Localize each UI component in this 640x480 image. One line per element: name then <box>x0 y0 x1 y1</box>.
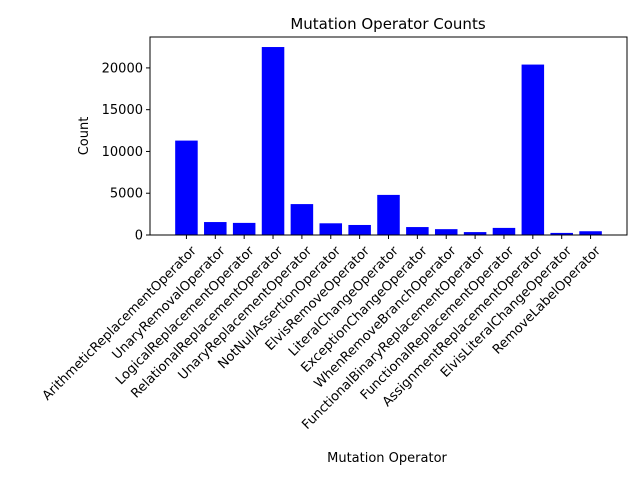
chart-title: Mutation Operator Counts <box>290 15 485 33</box>
bars-layer <box>175 47 602 235</box>
bar-ArithmeticReplacementOperator <box>175 140 198 235</box>
bar-LiteralChangeOperator <box>377 194 400 235</box>
bar-UnaryReplacementOperator <box>290 204 314 235</box>
bar-FunctionalReplacementOperator <box>492 227 516 235</box>
y-tick-label: 10000 <box>102 145 143 160</box>
bar-RemoveLabelOperator <box>579 231 602 235</box>
bar-AssignmentReplacementOperator <box>521 64 545 235</box>
bar-ElvisLiteralChangeOperator <box>550 232 573 235</box>
bar-UnaryRemovalOperator <box>204 222 227 235</box>
y-axis-ticks: 0 5000 10000 15000 20000 <box>102 61 150 244</box>
bar-LogicalReplacementOperator <box>232 222 256 235</box>
bar-RelationalReplacementOperator <box>261 47 285 235</box>
bar-ElvisRemoveOperator <box>348 224 371 235</box>
plot-frame <box>149 36 628 236</box>
bar-NotNullAssertionOperator <box>319 223 343 235</box>
bar-FunctionalBinaryReplacementOperator <box>463 232 487 235</box>
x-axis-label: Mutation Operator <box>327 451 447 466</box>
bar-WhenRemoveBranchOperator <box>434 229 458 235</box>
y-tick-label: 0 <box>135 229 143 244</box>
y-tick-label: 20000 <box>102 61 143 76</box>
y-tick-label: 5000 <box>110 187 143 202</box>
x-axis-ticks: ArithmeticReplacementOperatorUnaryRemova… <box>40 235 604 433</box>
bar-ExceptionChangeOperator <box>406 227 429 235</box>
y-tick-label: 15000 <box>102 103 143 118</box>
y-axis-label: Count <box>77 117 92 156</box>
